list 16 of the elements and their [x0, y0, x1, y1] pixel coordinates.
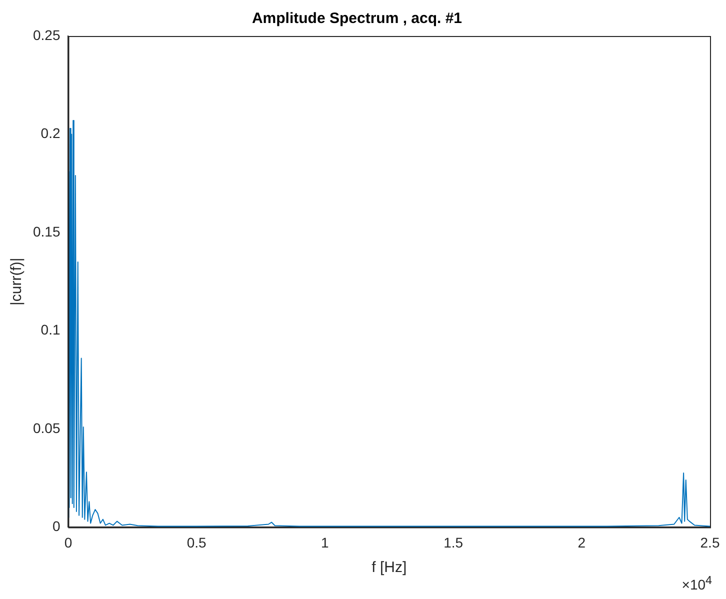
- y-tick-label: 0.25: [33, 26, 60, 43]
- text: ×10$^{4}$: [682, 574, 712, 593]
- x-tick-label: 2: [578, 534, 586, 550]
- y-tick-label: 0: [52, 518, 60, 534]
- x-tick-label: 2.5: [700, 534, 720, 550]
- x-tick-label: 0: [64, 534, 72, 550]
- x-tick-label: 1.5: [444, 534, 464, 550]
- y-tick-label: 0.15: [33, 223, 60, 240]
- y-tick-label: 0.1: [40, 322, 60, 338]
- y-axis-title: |curr(f)|: [8, 258, 26, 306]
- chart-title: Amplitude Spectrum , acq. #1: [252, 10, 462, 28]
- y-tick-label: 0.05: [33, 420, 60, 436]
- x-axis-title: f [Hz]: [372, 559, 407, 576]
- x-tick-label: 1: [321, 534, 330, 550]
- x-tick-label: 0.5: [186, 534, 207, 550]
- y-tick-label: 0.2: [40, 125, 60, 142]
